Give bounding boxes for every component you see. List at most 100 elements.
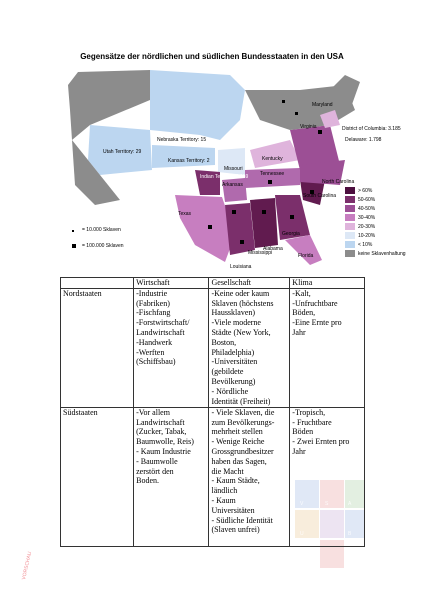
cell-line: Grossgrundbesitzer	[211, 446, 274, 456]
map-label: Nebraska Territory: 15	[157, 137, 206, 143]
cell-line: -Unfruchtbare	[292, 298, 338, 308]
watermark: VORSCHAU	[21, 551, 33, 581]
map-label: North Carolina	[322, 179, 354, 185]
legend-label: > 60%	[358, 188, 373, 194]
cell-line: - Baumwolle	[136, 456, 178, 466]
map-label: Alabama	[263, 246, 283, 252]
map-label: Kansas Territory: 2	[168, 158, 210, 164]
watermark-text: VORSCHAU	[21, 551, 33, 581]
map-label: Texas	[178, 211, 192, 217]
cell-line: Nordstaaten	[63, 288, 102, 298]
map-label: Kentucky	[262, 156, 283, 162]
cell-line: Sklaven (höchstens	[211, 298, 274, 308]
map-label: Florida	[298, 253, 314, 259]
cell-line: - Kaum Städte,	[211, 476, 260, 486]
legend-label: keine Sklavenhaltung	[358, 251, 406, 257]
cell-line: Böden	[292, 427, 314, 437]
legend-label: 50-60%	[358, 197, 376, 203]
cell-line: Boden.	[136, 476, 159, 486]
cell-line: - Zwei Ernten pro	[292, 437, 350, 447]
cell-line: -Forstwirtschaft/	[136, 318, 190, 328]
cell-line: - Südliche Identität	[211, 515, 273, 525]
cell-line: -Werften	[136, 347, 165, 357]
cell-line: - Kaum	[211, 495, 236, 505]
cell-line: Baumwolle, Reis)	[136, 437, 194, 447]
cell-line: (Fabriken)	[136, 298, 170, 308]
cell-line: Haussklaven)	[211, 308, 256, 318]
slave-legend: = 100.000 Sklaven	[82, 243, 124, 249]
map-label: Missouri	[224, 166, 243, 172]
cell-line: - Kaum Industrie	[136, 446, 191, 456]
map-label: Delaware: 1.798	[345, 137, 382, 143]
cell-line: -Fischfang	[136, 308, 171, 318]
table-row: Südstaaten -Vor allem Landwirtschaft (Zucke…	[59, 406, 365, 547]
cell-line: Philadelphia)	[211, 347, 255, 357]
map-label: Mississippi	[248, 250, 272, 256]
legend-label: 30-40%	[358, 215, 376, 221]
cell-line: -Keine oder kaum	[211, 288, 270, 298]
cell-line: -Eine Ernte pro	[292, 318, 342, 328]
map-label: Tennessee	[260, 171, 284, 177]
cell-line: ländlich	[211, 486, 238, 496]
cell-line: (gebildete	[211, 367, 244, 377]
cell-line: (Schiffsbau)	[136, 357, 176, 367]
cell-line: (Zucker, Tabak,	[136, 427, 187, 437]
cell-line: - Wenige Reiche	[211, 437, 265, 447]
header-cell: Gesellschaft	[208, 277, 291, 289]
legend-label: 20-30%	[358, 224, 376, 230]
map-label: Georgia	[282, 231, 300, 237]
cell-line: Südstaaten	[63, 407, 98, 417]
table-cell: Nordstaaten	[59, 287, 135, 408]
cell-line: Jahr	[292, 446, 306, 456]
map-label: South Carolina	[303, 193, 336, 199]
header-row: Wirtschaft Gesellschaft Klima	[59, 277, 365, 289]
cell-line: -Universitäten	[211, 357, 258, 367]
table-row: Nordstaaten -Industrie (Fabriken) -Fischfan…	[59, 287, 365, 408]
cell-line: Boston,	[211, 337, 237, 347]
title: Gegensätze der nördlichen und südlichen …	[80, 52, 344, 61]
cell-line: Universitäten	[211, 505, 255, 515]
legend-label: 10-20%	[358, 233, 376, 239]
slave-legend: = 10.000 Sklaven	[82, 227, 121, 233]
cell-line: -Handwerk	[136, 337, 173, 347]
cell-line: -Kalt,	[292, 288, 311, 298]
cell-line: zerstört den	[136, 466, 174, 476]
cell-line: (Slaven unfrei)	[211, 525, 260, 535]
header-cell: Wirtschaft	[133, 277, 210, 289]
cell-line: Böden,	[292, 308, 316, 318]
map-label: Arkansas	[222, 182, 243, 188]
legend-label: < 10%	[358, 242, 373, 248]
table-cell: -Industrie (Fabriken) -Fischfang -Forstwirt…	[133, 287, 210, 408]
cell-line: Identität (Freiheit)	[211, 396, 271, 406]
cell-line: haben das Sagen,	[211, 456, 267, 466]
header-cell	[59, 277, 135, 289]
table-cell: Südstaaten	[59, 406, 135, 547]
cell-line: -Vor allem	[136, 407, 170, 417]
cell-line: zum Bevölkerungs-	[211, 417, 275, 427]
cell-line: - Viele Sklaven, die	[211, 407, 275, 417]
cell-line: Landwirtschaft	[136, 417, 185, 427]
table-cell: -Tropisch, - Fruchtbare Böden - Zwei Ernten…	[289, 406, 365, 547]
cell-line: -Tropisch,	[292, 407, 326, 417]
map-label: Utah Territory: 29	[103, 149, 141, 155]
cell-line: Bevölkerung)	[211, 376, 256, 386]
map-label: Indian Territory: 8.959	[200, 174, 248, 180]
table-cell: - Viele Sklaven, die zum Bevölkerungs-meh…	[208, 406, 291, 547]
map-label: Virginia	[300, 124, 317, 130]
table-cell: -Vor allem Landwirtschaft (Zucker, Tabak, B…	[133, 406, 210, 547]
cell-line: Städte (New York,	[211, 327, 271, 337]
legend-label: 40-50%	[358, 206, 376, 212]
cell-line: - Fruchtbare	[292, 417, 332, 427]
table-cell: -Kalt, -Unfruchtbare Böden, -Eine Ernte pro…	[289, 287, 365, 408]
table-cell: -Keine oder kaum Sklaven (höchstens Haussk…	[208, 287, 291, 408]
cell-line: -Viele moderne	[211, 318, 261, 328]
table: Wirtschaft Gesellschaft Klima Nordstaaten -I…	[59, 277, 365, 547]
cell-line: die Macht	[211, 466, 244, 476]
cell-line: - Nördliche	[211, 386, 249, 396]
map-label: Maryland	[312, 102, 333, 108]
header-cell: Klima	[289, 277, 365, 289]
cell-line: -Industrie	[136, 288, 168, 298]
map-label: Louisiana	[230, 264, 252, 270]
